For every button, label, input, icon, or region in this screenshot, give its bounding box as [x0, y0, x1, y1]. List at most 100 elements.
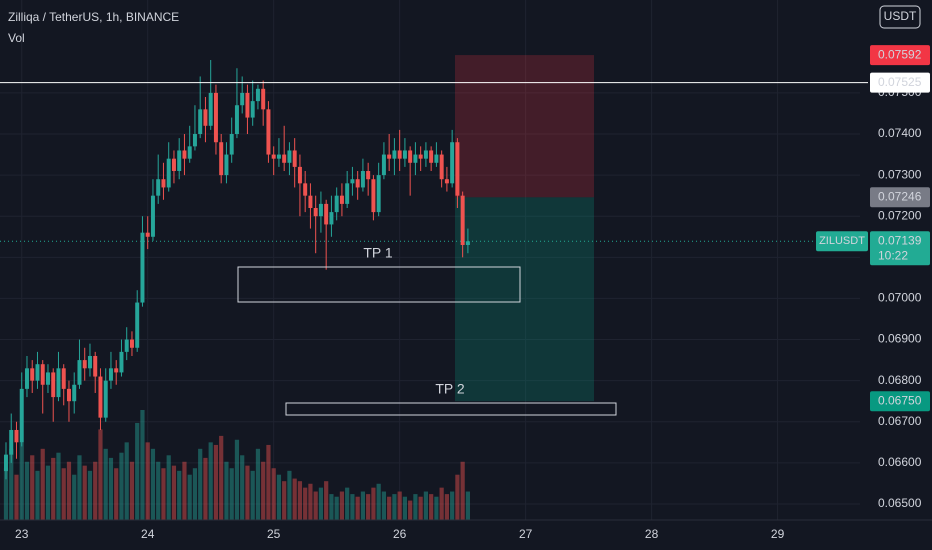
- volume-bar: [171, 465, 177, 520]
- volume-bar: [371, 487, 376, 520]
- volume-bar: [455, 474, 460, 520]
- candle-body: [397, 150, 402, 159]
- candle-body: [177, 150, 182, 172]
- volume-bar: [408, 500, 413, 520]
- candle-body: [224, 154, 229, 176]
- currency-button[interactable]: [879, 5, 921, 29]
- candle-body: [213, 92, 218, 143]
- candle-body: [245, 92, 250, 118]
- volume-bar: [98, 429, 103, 520]
- volume-bar: [156, 461, 161, 520]
- candle-body: [135, 302, 140, 348]
- y-tick-label: 0.06600: [878, 455, 922, 469]
- candle-body: [297, 166, 302, 184]
- candle-body: [98, 376, 103, 418]
- candle-body: [255, 88, 260, 102]
- volume-bar: [9, 448, 14, 520]
- candle-body: [376, 175, 381, 213]
- candle-body: [51, 372, 56, 398]
- y-tick-label: 0.06500: [878, 496, 922, 510]
- volume-bar: [124, 442, 129, 520]
- candle-body: [219, 142, 224, 176]
- candle-body: [313, 208, 318, 217]
- volume-bar: [129, 461, 135, 520]
- volume-bar: [266, 444, 271, 520]
- candle-body: [129, 339, 134, 348]
- price-label: 0.07246: [878, 189, 922, 203]
- volume-bar: [224, 461, 229, 520]
- countdown: 10:22: [878, 248, 908, 262]
- volume-label: Vol: [8, 31, 25, 45]
- candle-body: [381, 154, 386, 176]
- volume-bar: [434, 496, 439, 520]
- volume-bar: [40, 448, 45, 520]
- candle-body: [108, 368, 113, 381]
- candle-body: [439, 154, 444, 180]
- volume-bar: [182, 461, 187, 520]
- candle-body: [303, 183, 308, 196]
- volume-bar: [292, 478, 297, 520]
- volume-bar: [51, 457, 56, 520]
- candle-body: [66, 388, 71, 402]
- volume-bar: [418, 496, 423, 520]
- volume-bar: [192, 468, 198, 520]
- zones: [455, 55, 594, 402]
- candle-body: [82, 360, 87, 369]
- candle-body: [434, 154, 439, 163]
- volume-bar: [140, 410, 145, 520]
- volume-bar: [198, 448, 203, 520]
- tp2-label: TP 2: [435, 381, 465, 397]
- volume-bar: [465, 491, 470, 520]
- candle-body: [150, 195, 155, 237]
- volume-bar: [276, 474, 282, 520]
- y-tick-label: 0.06900: [878, 332, 922, 346]
- candle-body: [345, 183, 350, 204]
- candle-body: [402, 150, 407, 159]
- candle-body: [423, 150, 428, 159]
- candle-body: [450, 142, 455, 184]
- volume-bar: [56, 452, 61, 520]
- candle-body: [182, 150, 187, 159]
- candle-body: [166, 158, 171, 188]
- candle-body: [145, 232, 150, 237]
- candle-body: [387, 154, 392, 159]
- volume-bar: [145, 442, 150, 520]
- candle-body: [266, 109, 271, 155]
- volume-bar: [203, 457, 208, 520]
- currency[interactable]: USDT: [884, 9, 917, 23]
- last-price: 0.07139: [878, 233, 922, 247]
- candle-body: [261, 88, 266, 110]
- volume-bar: [166, 455, 171, 520]
- volume: [3, 410, 470, 520]
- volume-bar: [303, 487, 308, 520]
- volume-bar: [72, 474, 77, 520]
- candle-body: [271, 154, 276, 159]
- tp2-box[interactable]: [285, 402, 617, 416]
- volume-bar: [366, 494, 371, 520]
- last-price-bg: [870, 231, 930, 266]
- candle-body: [234, 105, 239, 135]
- y-tick-label: 0.07300: [878, 167, 922, 181]
- volume-bar: [229, 468, 234, 520]
- volume-bar: [392, 494, 397, 520]
- volume-bar: [61, 468, 66, 520]
- volume-bar: [324, 481, 329, 520]
- candle-body: [187, 146, 192, 159]
- candle-body: [250, 101, 255, 118]
- volume-bar: [234, 439, 240, 520]
- price-label: 0.07592: [878, 47, 922, 61]
- volume-bar: [77, 455, 82, 520]
- candle-body: [140, 232, 145, 303]
- volume-bar: [423, 491, 429, 520]
- volume-bar: [360, 491, 366, 520]
- candle-body: [208, 92, 213, 126]
- volume-bar: [93, 461, 98, 520]
- tp1-box[interactable]: [237, 266, 521, 303]
- candle-body: [392, 150, 397, 159]
- candle-body: [418, 154, 423, 159]
- candle-body: [87, 355, 92, 369]
- volume-bar: [313, 491, 318, 520]
- volume-bar: [177, 470, 182, 520]
